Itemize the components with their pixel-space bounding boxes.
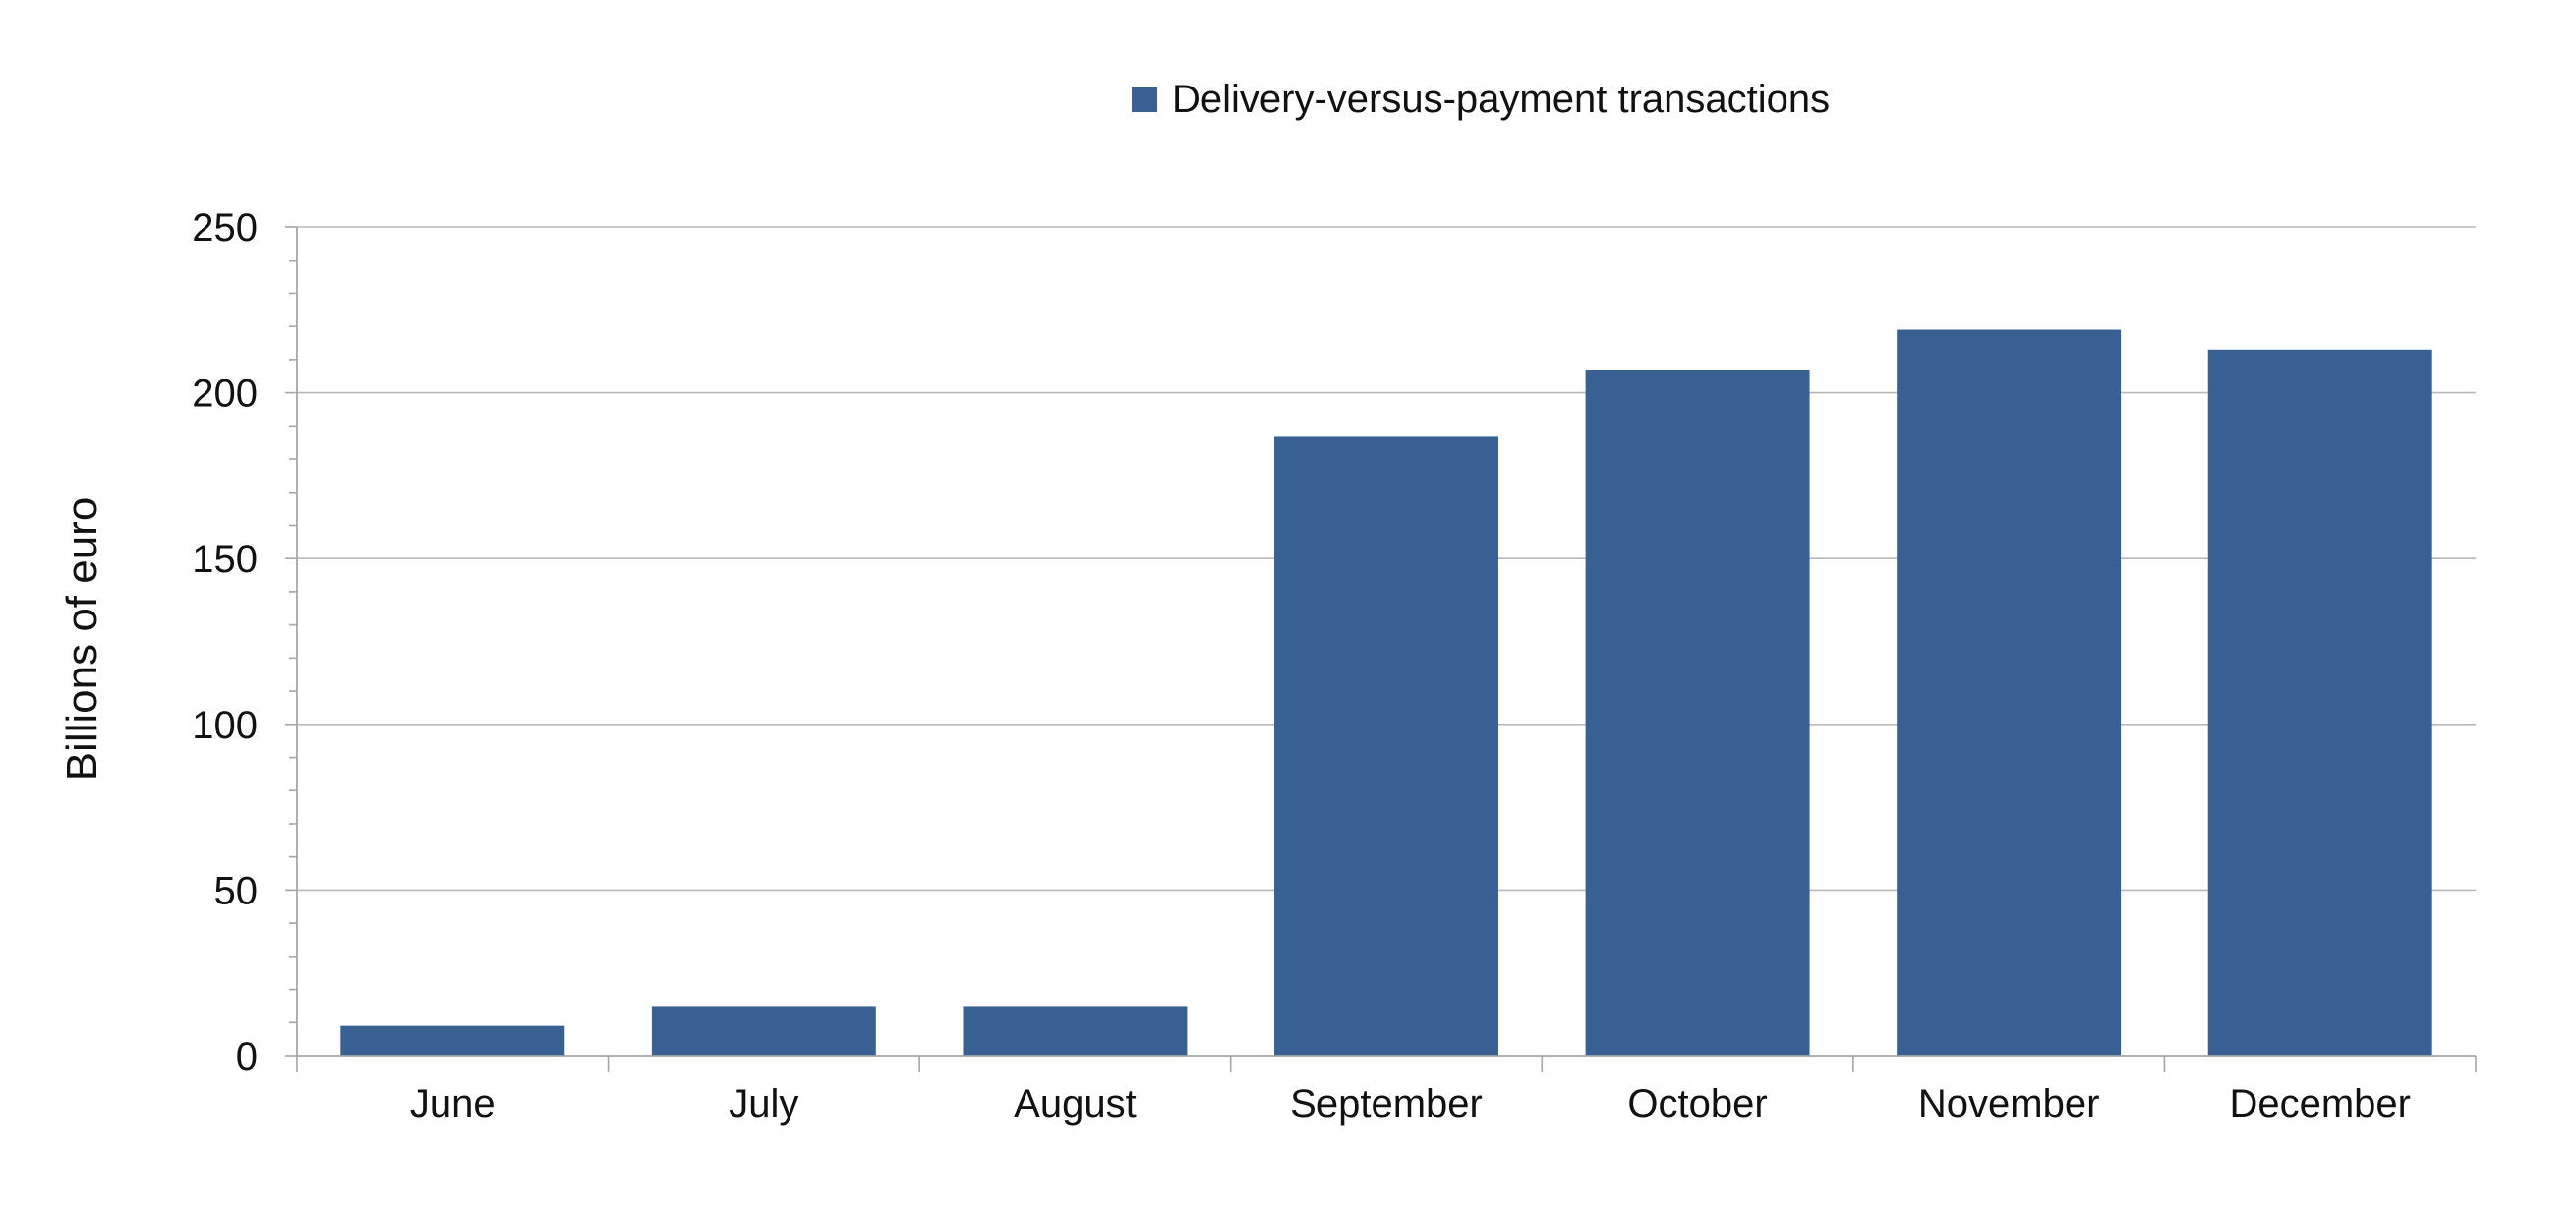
bar-december xyxy=(2207,349,2432,1056)
y-axis-title: Billions of euro xyxy=(58,497,106,782)
axes xyxy=(285,226,2477,1072)
y-tick-labels: 0 50 100 150 200 250 xyxy=(192,206,258,1078)
x-tick-label-september: September xyxy=(1290,1082,1483,1126)
x-tick-label-october: October xyxy=(1627,1082,1767,1126)
bar-september xyxy=(1274,436,1498,1056)
legend-swatch xyxy=(1132,87,1157,112)
legend-label: Delivery-versus-payment transactions xyxy=(1172,78,1830,121)
bars xyxy=(340,329,2432,1057)
bar-november xyxy=(1897,329,2122,1057)
x-tick-label-july: July xyxy=(729,1082,798,1126)
x-tick-label-november: November xyxy=(1918,1082,2100,1126)
x-tick-labels: June July August September October November De… xyxy=(410,1082,2411,1126)
bar-june xyxy=(340,1025,565,1056)
y-tick-label-200: 200 xyxy=(192,373,258,416)
bar-august xyxy=(963,1006,1188,1056)
legend: Delivery-versus-payment transactions xyxy=(1132,78,1830,121)
x-tick-label-august: August xyxy=(1014,1082,1137,1126)
y-tick-label-0: 0 xyxy=(236,1035,258,1078)
x-tick-label-december: December xyxy=(2229,1082,2411,1126)
x-tick-label-june: June xyxy=(410,1082,496,1126)
bar-october xyxy=(1585,369,1810,1057)
y-tick-label-100: 100 xyxy=(192,704,258,747)
y-tick-label-150: 150 xyxy=(192,538,258,581)
y-tick-label-50: 50 xyxy=(214,869,259,912)
bar-july xyxy=(651,1006,876,1056)
y-tick-label-250: 250 xyxy=(192,206,258,250)
